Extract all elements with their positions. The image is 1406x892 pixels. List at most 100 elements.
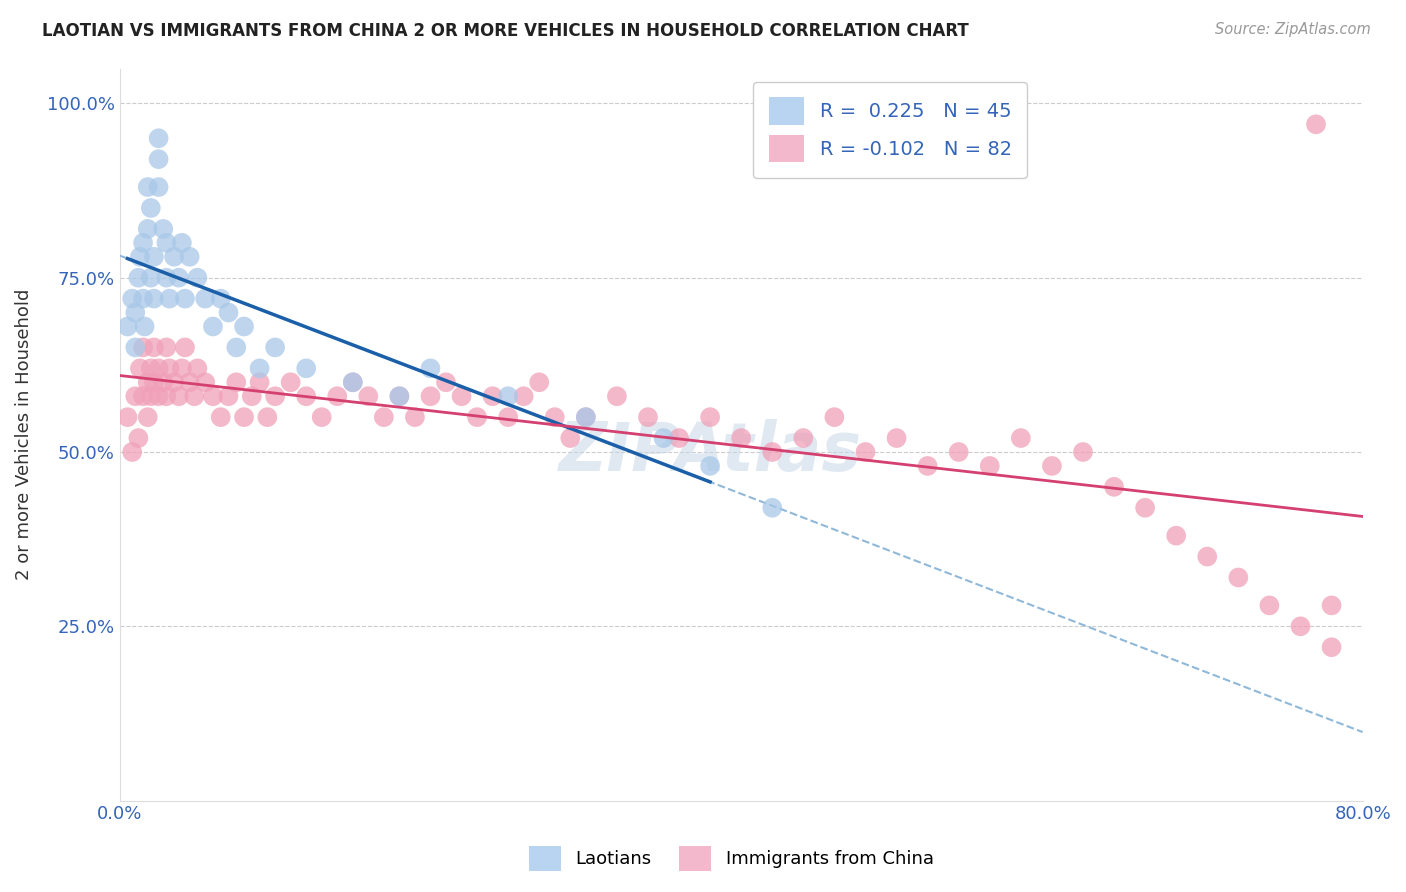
Point	[134, 319, 156, 334]
Point	[186, 270, 208, 285]
Point	[1102, 480, 1125, 494]
Point	[142, 292, 165, 306]
Point	[163, 250, 186, 264]
Point	[194, 376, 217, 390]
Point	[142, 250, 165, 264]
Point	[139, 361, 162, 376]
Point	[606, 389, 628, 403]
Point	[529, 376, 551, 390]
Point	[1305, 117, 1327, 131]
Point	[948, 445, 970, 459]
Point	[170, 361, 193, 376]
Point	[465, 410, 488, 425]
Point	[326, 389, 349, 403]
Point	[699, 410, 721, 425]
Point	[132, 389, 155, 403]
Point	[121, 292, 143, 306]
Point	[155, 235, 177, 250]
Point	[450, 389, 472, 403]
Point	[1227, 570, 1250, 584]
Point	[652, 431, 675, 445]
Point	[419, 361, 441, 376]
Point	[496, 389, 519, 403]
Point	[295, 361, 318, 376]
Point	[388, 389, 411, 403]
Point	[139, 201, 162, 215]
Point	[1166, 529, 1188, 543]
Point	[129, 361, 152, 376]
Point	[233, 410, 256, 425]
Point	[225, 376, 247, 390]
Point	[917, 458, 939, 473]
Point	[637, 410, 659, 425]
Point	[730, 431, 752, 445]
Point	[155, 340, 177, 354]
Point	[1289, 619, 1312, 633]
Point	[264, 389, 287, 403]
Point	[404, 410, 426, 425]
Point	[167, 389, 190, 403]
Point	[256, 410, 278, 425]
Point	[1258, 599, 1281, 613]
Point	[855, 445, 877, 459]
Point	[761, 445, 783, 459]
Point	[311, 410, 333, 425]
Point	[186, 361, 208, 376]
Point	[132, 340, 155, 354]
Point	[264, 340, 287, 354]
Legend: R =  0.225   N = 45, R = -0.102   N = 82: R = 0.225 N = 45, R = -0.102 N = 82	[754, 82, 1028, 178]
Point	[179, 250, 201, 264]
Point	[823, 410, 845, 425]
Point	[512, 389, 534, 403]
Point	[434, 376, 457, 390]
Point	[136, 180, 159, 194]
Point	[174, 292, 197, 306]
Point	[761, 500, 783, 515]
Point	[127, 270, 149, 285]
Point	[419, 389, 441, 403]
Point	[240, 389, 263, 403]
Point	[342, 376, 364, 390]
Point	[668, 431, 690, 445]
Point	[124, 389, 146, 403]
Point	[481, 389, 503, 403]
Point	[218, 305, 240, 319]
Point	[194, 292, 217, 306]
Point	[1010, 431, 1032, 445]
Point	[129, 250, 152, 264]
Point	[792, 431, 814, 445]
Point	[139, 270, 162, 285]
Point	[1320, 599, 1343, 613]
Point	[136, 222, 159, 236]
Point	[117, 410, 139, 425]
Point	[209, 410, 232, 425]
Point	[1197, 549, 1219, 564]
Point	[295, 389, 318, 403]
Point	[132, 292, 155, 306]
Point	[174, 340, 197, 354]
Point	[249, 376, 271, 390]
Point	[1133, 500, 1156, 515]
Point	[1040, 458, 1063, 473]
Point	[163, 376, 186, 390]
Point	[155, 389, 177, 403]
Text: ZIPAtlas: ZIPAtlas	[558, 419, 862, 485]
Point	[201, 389, 224, 403]
Point	[148, 389, 170, 403]
Point	[142, 340, 165, 354]
Y-axis label: 2 or more Vehicles in Household: 2 or more Vehicles in Household	[15, 289, 32, 581]
Point	[136, 376, 159, 390]
Point	[544, 410, 567, 425]
Point	[152, 222, 174, 236]
Point	[280, 376, 302, 390]
Point	[127, 431, 149, 445]
Point	[218, 389, 240, 403]
Text: LAOTIAN VS IMMIGRANTS FROM CHINA 2 OR MORE VEHICLES IN HOUSEHOLD CORRELATION CHA: LAOTIAN VS IMMIGRANTS FROM CHINA 2 OR MO…	[42, 22, 969, 40]
Point	[139, 389, 162, 403]
Point	[388, 389, 411, 403]
Point	[342, 376, 364, 390]
Point	[159, 361, 181, 376]
Text: Source: ZipAtlas.com: Source: ZipAtlas.com	[1215, 22, 1371, 37]
Point	[357, 389, 380, 403]
Point	[575, 410, 598, 425]
